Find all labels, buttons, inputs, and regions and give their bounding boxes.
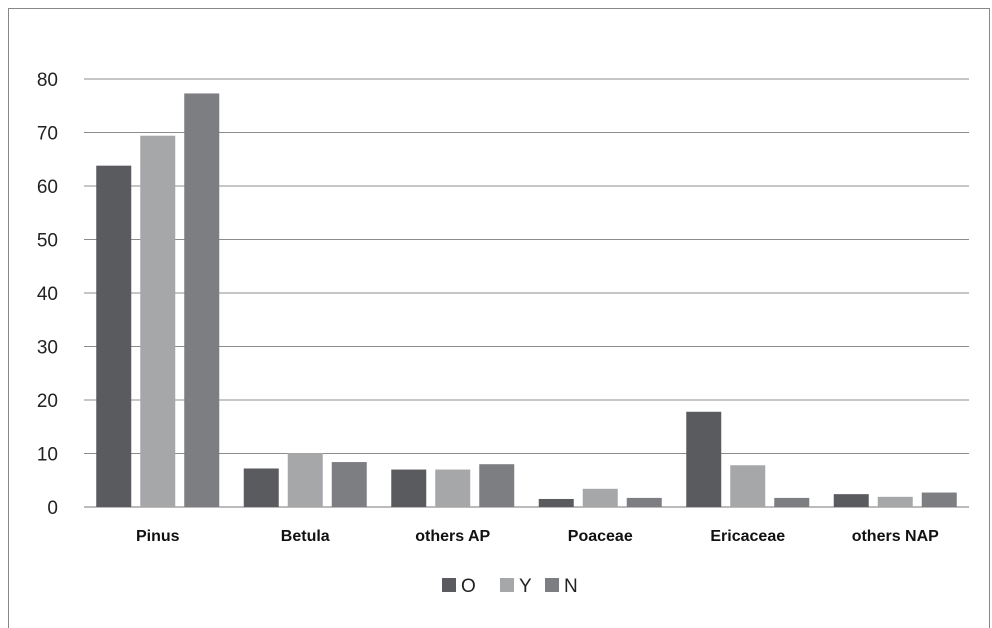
x-category-label: others NAP bbox=[852, 528, 939, 545]
bars bbox=[96, 93, 957, 508]
y-tick-label: 10 bbox=[37, 445, 58, 466]
bar-Y-others-nap bbox=[877, 496, 913, 507]
legend-label-O: O bbox=[461, 576, 476, 597]
bar-O-others-ap bbox=[391, 469, 427, 507]
bar-N-others-ap bbox=[479, 464, 515, 507]
x-category-label: Ericaceae bbox=[710, 528, 785, 545]
y-axis-tick-labels: 0 10 20 30 40 50 60 70 80 bbox=[37, 70, 58, 519]
y-tick-label: 70 bbox=[37, 124, 58, 145]
legend-label-N: N bbox=[564, 576, 578, 597]
bar-N-betula bbox=[331, 462, 367, 507]
x-category-label: Betula bbox=[281, 528, 330, 545]
y-tick-label: 60 bbox=[37, 177, 58, 198]
x-axis-category-labels: Pinus Betula others AP Poaceae Ericaceae othe… bbox=[136, 528, 939, 545]
bar-Y-others-ap bbox=[435, 469, 471, 507]
bar-O-pinus bbox=[96, 165, 132, 508]
bar-Y-betula bbox=[287, 452, 323, 507]
chart-frame bbox=[8, 8, 990, 628]
bar-Y-poaceae bbox=[582, 488, 618, 507]
legend-swatch-O bbox=[442, 578, 456, 592]
bar-O-poaceae bbox=[538, 498, 574, 507]
y-tick-label: 30 bbox=[37, 338, 58, 359]
bar-O-others-nap bbox=[833, 494, 869, 507]
legend-swatch-N bbox=[545, 578, 559, 592]
legend-label-Y: Y bbox=[519, 576, 532, 597]
x-category-label: Poaceae bbox=[568, 528, 633, 545]
y-tick-label: 20 bbox=[37, 391, 58, 412]
legend-swatch-Y bbox=[500, 578, 514, 592]
bar-Y-pinus bbox=[140, 135, 176, 507]
y-tick-label: 80 bbox=[37, 70, 58, 91]
bar-N-pinus bbox=[184, 93, 220, 507]
y-tick-label: 50 bbox=[37, 231, 58, 252]
gridlines bbox=[84, 78, 969, 508]
bar-O-ericaceae bbox=[686, 411, 722, 507]
bar-O-betula bbox=[243, 468, 279, 507]
bar-N-poaceae bbox=[626, 497, 662, 507]
x-category-label: others AP bbox=[415, 528, 490, 545]
bar-Y-ericaceae bbox=[730, 465, 766, 507]
bar-N-others-nap bbox=[921, 492, 957, 507]
x-category-label: Pinus bbox=[136, 528, 180, 545]
y-tick-label: 40 bbox=[37, 284, 58, 305]
bar-N-ericaceae bbox=[774, 497, 810, 507]
y-tick-label: 0 bbox=[47, 498, 58, 519]
